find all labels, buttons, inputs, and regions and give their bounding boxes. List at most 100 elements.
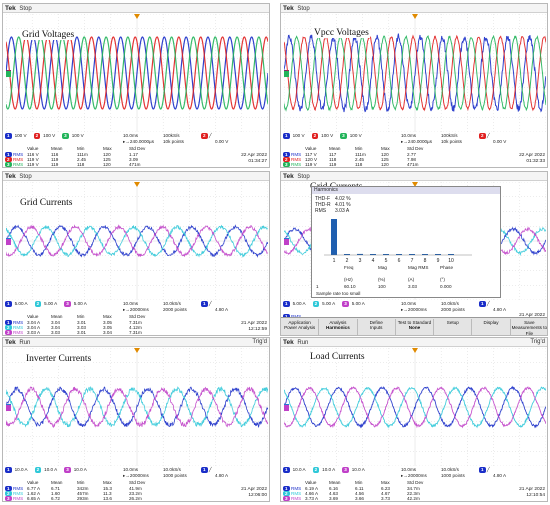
menu-button-sublabel: Harmonics: [326, 325, 350, 331]
menu-button-2[interactable]: Analysis Harmonics: [319, 319, 358, 335]
menu-button-5[interactable]: Setup: [434, 319, 473, 335]
measurement-type: RMS: [291, 485, 302, 491]
trigger-position-marker[interactable]: [134, 182, 140, 187]
channel-scale[interactable]: 2 100 V: [33, 133, 55, 140]
channel-scale[interactable]: 2 10.0 A: [34, 467, 57, 474]
record-length: 2000 points: [441, 307, 465, 312]
measurement-value: 3.05: [103, 319, 112, 325]
run-state: Stop: [297, 6, 310, 12]
channel-scale[interactable]: 3 5.00 A: [64, 301, 87, 308]
channel-scale[interactable]: 3 100 V: [340, 133, 362, 140]
channel-scale[interactable]: 1 10.0 A: [5, 467, 28, 474]
measurement-value: 3.66: [355, 495, 364, 501]
waveform-area[interactable]: [284, 348, 546, 466]
measurement-value: 3.03: [77, 324, 86, 330]
menu-button-4[interactable]: Test to Standard None: [396, 319, 435, 335]
measurement-value: 22.3m: [407, 490, 420, 496]
menu-button-7[interactable]: Save Measurements to File: [511, 319, 547, 335]
channel-scale-value: 100 V: [14, 133, 27, 138]
channel-scale[interactable]: 2 10.0 A: [312, 467, 335, 474]
measurement-value: 125: [381, 156, 389, 162]
channel-ground-marker[interactable]: [284, 405, 289, 411]
harmonic-bar-9: [435, 254, 441, 255]
measurement-type: RMS: [13, 490, 24, 496]
channel-scale[interactable]: 2 5.00 A: [312, 301, 335, 308]
menu-button-1[interactable]: Application Power Analysis: [281, 319, 320, 335]
measurement-readout: 1 100 V 2 100 V 3 100 V 10.0ms 100kS/s ▸→240.000…: [283, 133, 547, 167]
scope-panel-grid-currents-harmonics: Tek Stop Grid Currents Harmonics THD-F4.…: [280, 171, 548, 336]
waveform-area[interactable]: [6, 14, 268, 132]
measurement-value: 3.04: [103, 329, 112, 335]
channel-scale[interactable]: 3 10.0 A: [64, 467, 87, 474]
brand-label: Tek: [5, 173, 16, 180]
measurement-channel-badge: 3: [5, 162, 12, 167]
trigger-position-marker[interactable]: [134, 14, 140, 19]
menu-button-3[interactable]: Define Inputs: [358, 319, 396, 335]
channel-ground-marker[interactable]: [6, 71, 11, 77]
trigger-position-marker[interactable]: [412, 182, 418, 187]
measurement-value: 3.01: [77, 329, 86, 335]
measurement-value: 120: [381, 161, 389, 167]
harmonic-order-label: 5: [385, 258, 388, 264]
menu-button-6[interactable]: Display: [472, 319, 511, 335]
channel-scale[interactable]: 3 10.0 A: [342, 467, 365, 474]
measurement-value: 117: [329, 151, 337, 157]
channel-scale[interactable]: 3 5.00 A: [342, 301, 365, 308]
channel-scale[interactable]: 3 100 V: [62, 133, 84, 140]
channel-ground-marker[interactable]: [6, 405, 11, 411]
trigger-position-marker[interactable]: [412, 14, 418, 19]
waveform-area[interactable]: [6, 182, 268, 300]
measurement-value: 119: [329, 161, 337, 167]
channel-scale[interactable]: 2 100 V: [311, 133, 333, 140]
measurement-value: 41.9m: [129, 485, 142, 491]
measurement-channel-badge: 1: [5, 320, 12, 325]
channel-ground-marker[interactable]: [6, 239, 11, 245]
waveform-ch2: [284, 386, 546, 429]
measurement-channel-badge: 2: [5, 491, 12, 496]
channel-number-badge: 1: [283, 467, 290, 474]
waveform-area[interactable]: [6, 348, 268, 466]
channel-scale[interactable]: 1 100 V: [283, 133, 305, 140]
capture-date: 21 Apr 2022: [519, 313, 545, 318]
trigger-channel-badge: 1: [479, 301, 486, 308]
menu-button-label: Setup: [446, 320, 459, 325]
measurement-value: 6.71: [51, 485, 60, 491]
channel-number-badge: 3: [62, 133, 69, 140]
harmonics-window[interactable]: Harmonics THD-F 4.02 % THD-R 4.01 % RMS 3.03 …: [311, 186, 501, 298]
channel-scale[interactable]: 1 5.00 A: [283, 301, 306, 308]
harmonics-table-header: Phase: [440, 265, 454, 270]
measurement-value: 6.23: [381, 485, 390, 491]
trigger-delay: ▸→20000ms: [123, 307, 149, 312]
record-length: 1000 points: [441, 473, 465, 478]
channel-scale[interactable]: 1 5.00 A: [5, 301, 28, 308]
measurement-value: 471m: [407, 161, 419, 167]
channel-number-badge: 3: [64, 467, 71, 474]
measurement-value: 457m: [77, 490, 89, 496]
harmonic-order-label: 8: [424, 258, 427, 264]
trigger-level: 0.00 V: [493, 139, 507, 144]
menu-button-label: Display: [483, 320, 499, 325]
measurement-value: 34.7m: [407, 485, 420, 491]
scope-panel-grid-currents: Tek Stop Grid Currents 1 5.00 A 2 5.00 A 3 5.…: [2, 171, 270, 336]
harmonic-order-label: 10: [448, 258, 454, 264]
record-length: 10k points: [163, 139, 184, 144]
trigger-position-marker[interactable]: [412, 348, 418, 353]
waveform-ch3: [6, 36, 268, 110]
channel-number-badge: 3: [342, 467, 349, 474]
channel-scale[interactable]: 2 5.00 A: [34, 301, 57, 308]
trigger-level: 4.80 A: [215, 307, 229, 312]
channel-scale[interactable]: 1 100 V: [5, 133, 27, 140]
rising-edge-icon: ╱: [485, 133, 490, 138]
waveform-ch2: [6, 224, 268, 258]
channel-scale[interactable]: 1 10.0 A: [283, 467, 306, 474]
measurement-channel-badge: 3: [5, 496, 12, 501]
panel-title: Inverter Currents: [25, 354, 93, 364]
trigger-position-marker[interactable]: [134, 348, 140, 353]
timebase: 10.0ms: [123, 467, 139, 472]
trigger-channel-badge: 2: [201, 133, 208, 140]
measurement-value: 42.2m: [407, 495, 420, 501]
channel-ground-marker[interactable]: [284, 71, 289, 77]
measurement-value: 120: [381, 151, 389, 157]
channel-ground-marker[interactable]: [284, 239, 289, 245]
waveform-area[interactable]: [284, 14, 546, 132]
